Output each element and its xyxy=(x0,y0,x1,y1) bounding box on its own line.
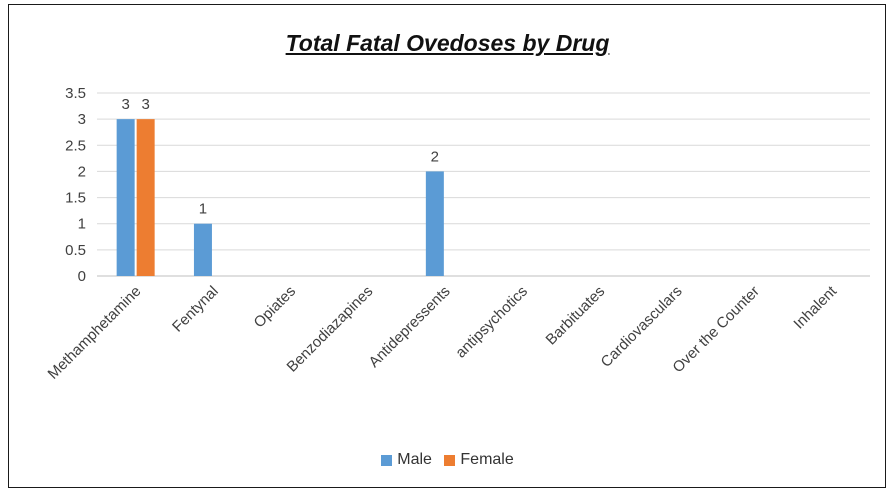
bar xyxy=(193,223,212,276)
legend-label-male: Male xyxy=(397,451,432,468)
x-tick-label: Cardiovasculars xyxy=(598,283,686,371)
bar xyxy=(136,119,155,277)
y-tick-label: 1 xyxy=(78,216,86,233)
y-tick-label: 3.5 xyxy=(65,85,86,102)
legend: Male Female xyxy=(0,451,895,471)
y-tick-label: 0.5 xyxy=(65,242,86,259)
legend-label-female: Female xyxy=(460,451,514,468)
x-tick-label: antipsychotics xyxy=(452,283,531,362)
legend-swatch-male xyxy=(381,454,393,466)
x-tick-label: Fentynal xyxy=(169,283,222,336)
x-tick-label: Methamphetamine xyxy=(45,283,145,383)
x-tick-label: Inhalent xyxy=(790,282,840,332)
bar xyxy=(116,119,135,277)
data-label: 3 xyxy=(121,96,129,113)
data-label: 3 xyxy=(141,96,149,113)
legend-item-female: Female xyxy=(444,451,514,469)
y-tick-label: 1.5 xyxy=(65,190,86,207)
x-tick-label: Benzodiazapines xyxy=(284,283,377,376)
y-tick-label: 0 xyxy=(78,268,86,285)
y-tick-label: 2.5 xyxy=(65,137,86,154)
legend-item-male: Male xyxy=(381,451,432,469)
x-tick-label: Opiates xyxy=(250,283,299,332)
legend-swatch-female xyxy=(444,454,456,466)
chart-title: Total Fatal Ovedoses by Drug xyxy=(285,30,610,56)
y-tick-label: 2 xyxy=(78,163,86,180)
bar xyxy=(425,171,444,276)
x-tick-label: Antidepressents xyxy=(366,283,454,371)
data-label: 2 xyxy=(431,148,439,165)
y-tick-label: 3 xyxy=(78,111,86,128)
x-tick-label: Barbituates xyxy=(543,283,609,349)
data-label: 1 xyxy=(199,201,207,218)
